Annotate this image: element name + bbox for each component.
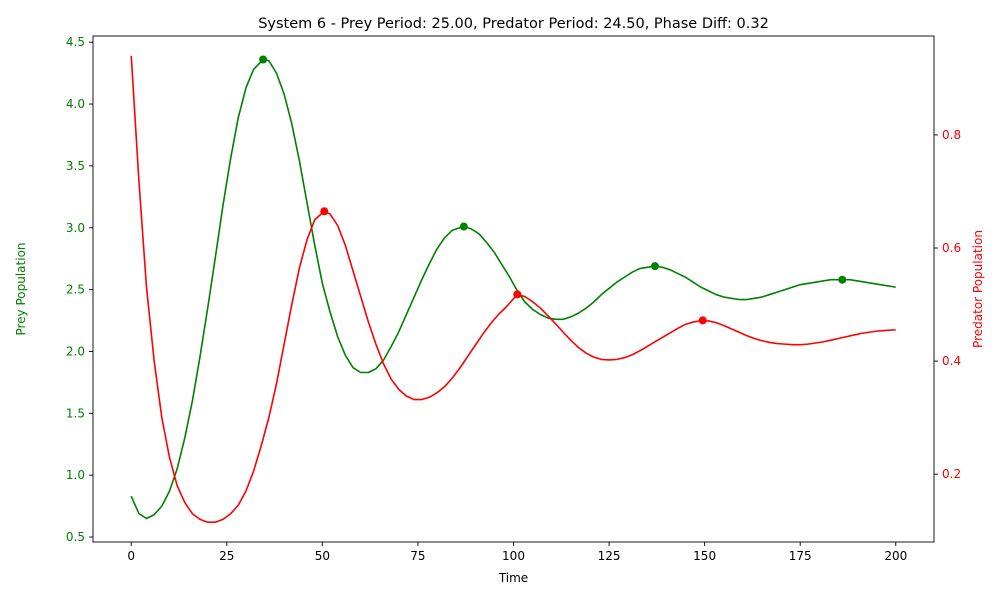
plot-area	[92, 35, 935, 543]
y-left-axis: 0.5 1.0 1.5 2.0 2.5 3.0 3.5 4.0 4.5	[66, 35, 93, 544]
prey-series-line	[130, 58, 896, 520]
y-left-tick-label: 0.5	[66, 530, 85, 544]
x-tick-label: 0	[127, 549, 135, 563]
y-left-tick-label: 1.0	[66, 468, 85, 482]
x-axis: 0 25 50 75 100 125 150 175 200	[127, 542, 907, 563]
x-tick-label: 50	[315, 549, 330, 563]
y-right-axis: 0.2 0.4 0.6 0.8	[934, 128, 961, 481]
y-right-tick-label: 0.6	[942, 241, 961, 255]
y-left-tick-label: 4.0	[66, 97, 85, 111]
predator-peak-marker	[698, 316, 707, 325]
plot-frame	[92, 35, 935, 543]
y-left-tick-label: 4.5	[66, 35, 85, 49]
y-left-tick-label: 3.5	[66, 159, 85, 173]
x-tick-label: 75	[410, 549, 425, 563]
prey-peak-marker	[650, 262, 659, 271]
y-left-tick-label: 3.0	[66, 221, 85, 235]
x-tick-label: 175	[789, 549, 812, 563]
x-tick-label: 25	[219, 549, 234, 563]
x-axis-title: Time	[498, 571, 528, 585]
y-right-axis-title: Predator Population	[971, 230, 985, 348]
predator-peak-marker	[513, 290, 522, 299]
x-tick-label: 200	[884, 549, 907, 563]
y-right-tick-label: 0.4	[942, 354, 961, 368]
prey-peak-marker	[259, 55, 268, 64]
prey-peak-marker	[459, 222, 468, 231]
y-right-tick-label: 0.8	[942, 128, 961, 142]
x-tick-label: 125	[598, 549, 621, 563]
chart-title: System 6 - Prey Period: 25.00, Predator …	[258, 16, 769, 32]
predator-series-line	[130, 55, 896, 524]
y-left-axis-title: Prey Population	[14, 242, 28, 335]
x-tick-label: 100	[502, 549, 525, 563]
y-left-tick-label: 1.5	[66, 406, 85, 420]
y-right-tick-label: 0.2	[942, 467, 961, 481]
y-left-tick-label: 2.0	[66, 344, 85, 358]
x-tick-label: 150	[693, 549, 716, 563]
prey-peak-marker	[838, 275, 847, 284]
predator-peak-marker	[320, 207, 329, 216]
y-left-tick-label: 2.5	[66, 283, 85, 297]
